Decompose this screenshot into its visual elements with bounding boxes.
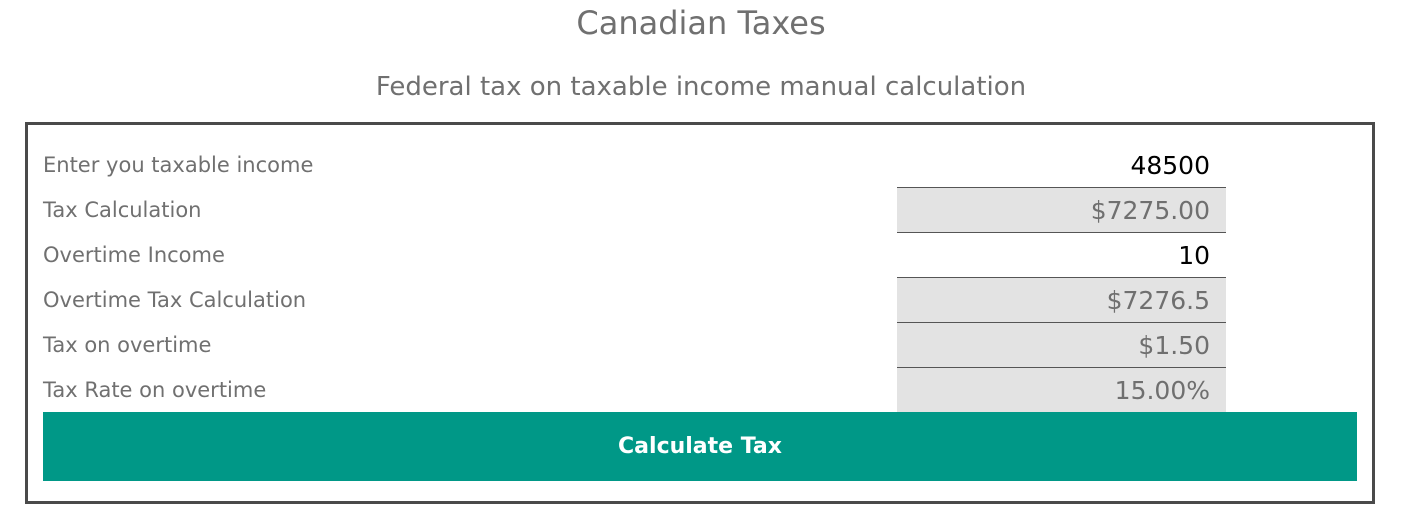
tax-rate-on-overtime-row: Tax Rate on overtime: [43, 368, 1227, 413]
taxable-income-row: Enter you taxable income: [43, 143, 1227, 188]
overtime-income-row: Overtime Income: [43, 233, 1227, 278]
tax-calculation-row: Tax Calculation: [43, 188, 1227, 233]
tax-on-overtime-output: [897, 323, 1226, 367]
tax-on-overtime-field-wrap: [897, 323, 1226, 368]
overtime-tax-calculation-output: [897, 278, 1226, 322]
taxable-income-label: Enter you taxable income: [43, 153, 314, 177]
taxable-income-input[interactable]: [897, 143, 1226, 187]
overtime-income-input[interactable]: [897, 233, 1226, 277]
overtime-tax-calculation-row: Overtime Tax Calculation: [43, 278, 1227, 323]
tax-calculation-label: Tax Calculation: [43, 198, 202, 222]
page-subtitle: Federal tax on taxable income manual cal…: [375, 72, 1027, 102]
page-title: Canadian Taxes: [576, 4, 826, 42]
tax-rate-on-overtime-output: [897, 368, 1226, 412]
calculate-tax-button[interactable]: Calculate Tax: [43, 412, 1357, 481]
tax-calculation-output: [897, 188, 1226, 232]
overtime-tax-calculation-label: Overtime Tax Calculation: [43, 288, 307, 312]
tax-rate-on-overtime-label: Tax Rate on overtime: [43, 378, 267, 402]
tax-on-overtime-row: Tax on overtime: [43, 323, 1227, 368]
overtime-income-label: Overtime Income: [43, 243, 225, 267]
tax-on-overtime-label: Tax on overtime: [43, 333, 212, 357]
overtime-income-field-wrap: [897, 233, 1226, 278]
taxable-income-field-wrap: [897, 143, 1226, 188]
tax-calculator-panel: Enter you taxable income Tax Calculation…: [25, 122, 1375, 504]
overtime-tax-calculation-field-wrap: [897, 278, 1226, 323]
tax-rate-on-overtime-field-wrap: [897, 368, 1226, 413]
tax-calculation-field-wrap: [897, 188, 1226, 233]
